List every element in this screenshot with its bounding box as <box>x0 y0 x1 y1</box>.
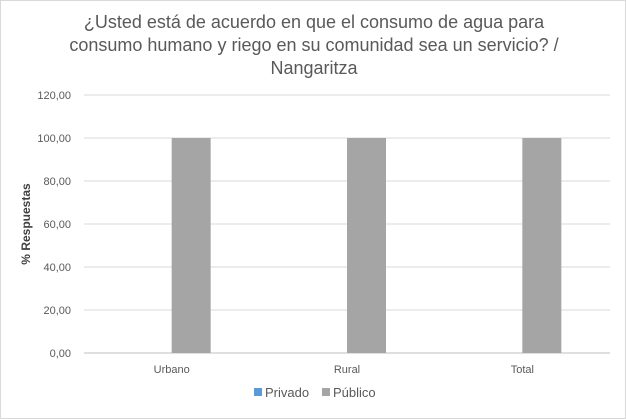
bar-p-blico-rural <box>347 138 386 353</box>
y-tick-label: 60,00 <box>43 219 71 231</box>
bar-p-blico-urbano <box>171 138 211 353</box>
legend: Privado Público <box>254 385 376 400</box>
x-tick-label: Total <box>511 364 534 376</box>
x-tick-label: Urbano <box>154 364 190 376</box>
y-axis-label: % Respuestas <box>19 183 33 265</box>
y-tick-label: 0,00 <box>50 348 71 360</box>
legend-swatch-0 <box>254 388 262 396</box>
y-tick-label: 120,00 <box>37 90 71 102</box>
legend-swatch-1 <box>322 388 330 396</box>
bar-p-blico-total <box>522 138 562 353</box>
legend-label-0: Privado <box>265 385 309 400</box>
x-tick-labels: Urbano Rural Total <box>154 364 534 376</box>
y-tick-label: 100,00 <box>37 133 71 145</box>
chart-title-line-3: Nangaritza <box>270 58 358 78</box>
chart-title-line-1: ¿Usted está de acuerdo en que el consumo… <box>83 12 545 32</box>
y-tick-label: 80,00 <box>43 176 71 188</box>
y-tick-labels: 0,00 20,00 40,00 60,00 80,00 100,00 120,00 <box>37 90 71 360</box>
legend-label-1: Público <box>333 385 376 400</box>
x-tick-label: Rural <box>334 364 360 376</box>
chart-title: ¿Usted está de acuerdo en que el consumo… <box>41 11 587 80</box>
y-tick-label: 40,00 <box>43 262 71 274</box>
bars <box>171 138 562 353</box>
chart-title-line-2: consumo humano y riego en su comunidad s… <box>69 35 559 55</box>
y-tick-label: 20,00 <box>43 305 71 317</box>
